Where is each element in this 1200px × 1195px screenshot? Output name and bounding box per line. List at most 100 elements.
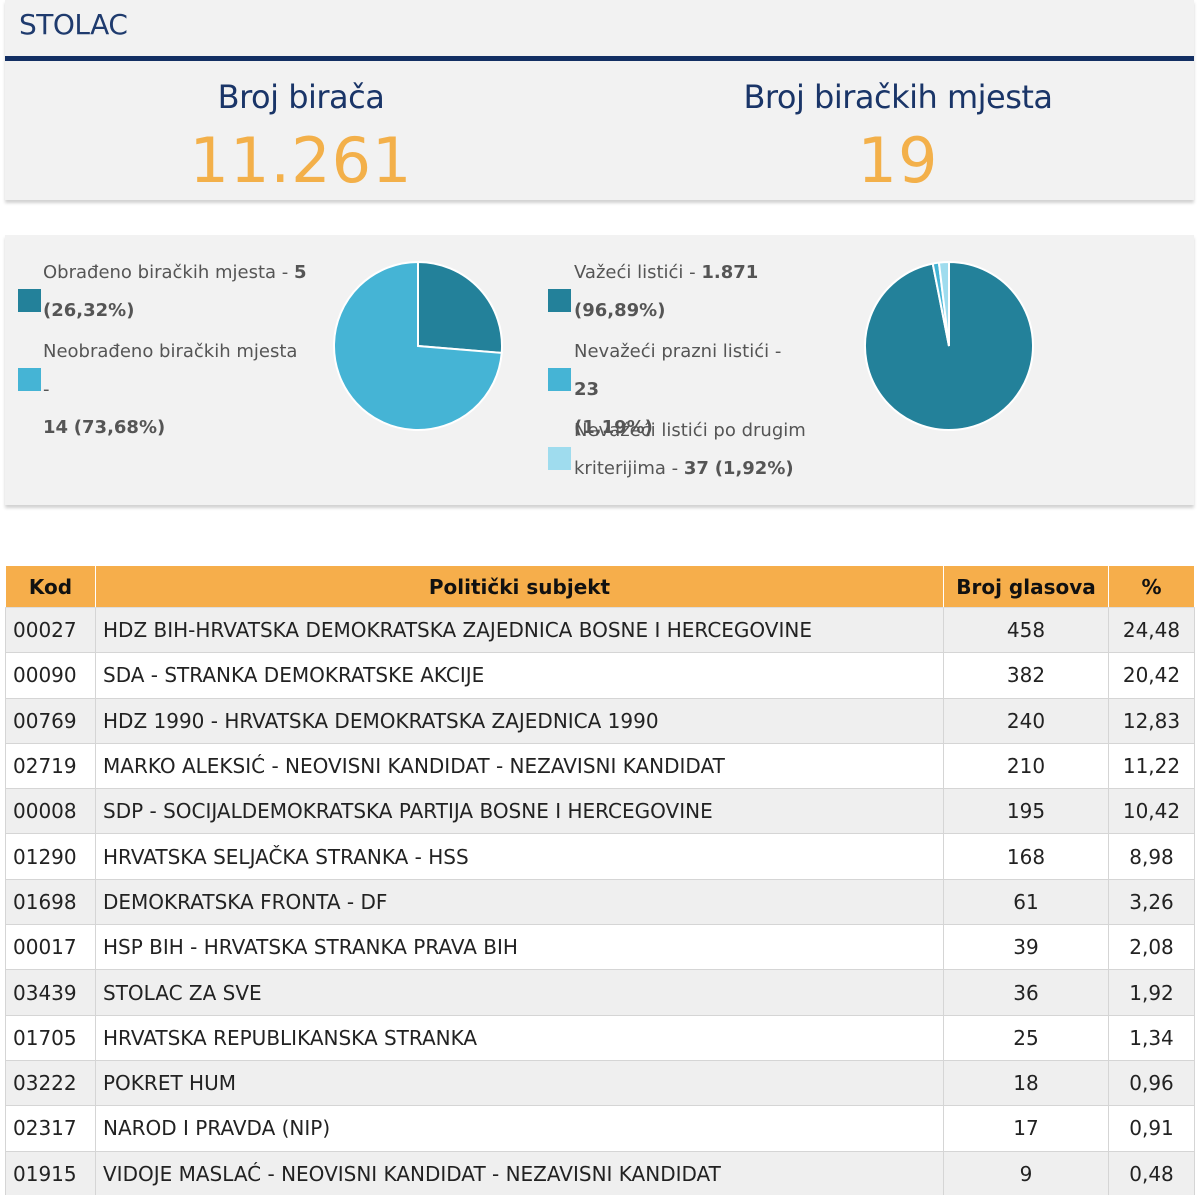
cell-votes: 210 [943, 742, 1109, 790]
legend-percent: (96,89%) [574, 300, 666, 321]
cell-party: NAROD I PRAVDA (NIP) [95, 1105, 944, 1152]
column-header-party[interactable]: Politički subjekt [95, 565, 944, 608]
table-row: 00769 HDZ 1990 - HRVATSKA DEMOKRATSKA ZAJ… [5, 697, 1195, 744]
cell-party: MARKO ALEKSIĆ - NEOVISNI KANDIDAT - NEZA… [95, 742, 944, 790]
cell-code: 00008 [5, 788, 96, 835]
cell-percent: 1,92 [1108, 969, 1195, 1016]
cell-percent: 3,26 [1108, 878, 1195, 926]
stations-value: 19 [857, 124, 939, 197]
cell-code: 00017 [5, 924, 96, 971]
cell-party: POKRET HUM [95, 1059, 944, 1107]
cell-percent: 1,34 [1108, 1014, 1195, 1061]
column-header-votes[interactable]: Broj glasova [943, 565, 1109, 608]
legend-label: Obrađeno biračkih mjesta [43, 262, 277, 283]
column-header-percent[interactable]: % [1108, 565, 1195, 608]
municipality-title: STOLAC [19, 8, 128, 41]
table-row: 02317 NAROD I PRAVDA (NIP) 17 0,91 [5, 1105, 1195, 1152]
stations-pie-slice-1[interactable] [333, 260, 503, 431]
legend-item-processed: Obrađeno biračkih mjesta - 5 (26,32%) [18, 262, 308, 330]
cell-party: HRVATSKA SELJAČKA STRANKA - HSS [95, 833, 944, 880]
title-divider [5, 56, 1194, 61]
voters-value: 11.261 [189, 124, 413, 197]
table-row: 00017 HSP BIH - HRVATSKA STRANKA PRAVA BI… [5, 924, 1195, 971]
cell-votes: 18 [943, 1059, 1109, 1107]
cell-percent: 12,83 [1108, 697, 1195, 744]
table-row: 01705 HRVATSKA REPUBLIKANSKA STRANKA 25 1,3… [5, 1014, 1195, 1061]
cell-votes: 168 [943, 833, 1109, 880]
cell-code: 01705 [5, 1014, 96, 1061]
legend-percent: (1,92%) [714, 458, 794, 479]
legend-percent: (73,68%) [73, 417, 166, 438]
cell-party: VIDOJE MASLAĆ - NEOVISNI KANDIDAT - NEZA… [95, 1150, 944, 1195]
cell-code: 01698 [5, 878, 96, 926]
ballots-pie-slice-2[interactable] [937, 260, 950, 347]
column-header-code[interactable]: Kod [5, 565, 96, 608]
cell-votes: 17 [943, 1105, 1109, 1152]
ballots-pie-chart [864, 260, 1034, 431]
table-row: 02719 MARKO ALEKSIĆ - NEOVISNI KANDIDAT -… [5, 742, 1195, 790]
table-row: 00027 HDZ BIH-HRVATSKA DEMOKRATSKA ZAJEDN… [5, 606, 1195, 654]
table-row: 01915 VIDOJE MASLAĆ - NEOVISNI KANDIDAT -… [5, 1150, 1195, 1195]
legend-label: Nevažeći listići po drugim kriterijima [574, 420, 806, 479]
cell-percent: 20,42 [1108, 652, 1195, 699]
legend-label: Nevažeći prazni listići [574, 341, 770, 362]
cell-party: SDP - SOCIJALDEMOKRATSKA PARTIJA BOSNE I… [95, 788, 944, 835]
table-row: 00090 SDA - STRANKA DEMOKRATSKE AKCIJE 382… [5, 652, 1195, 699]
legend-label: Neobrađeno biračkih mjesta [43, 341, 298, 362]
legend-swatch [18, 368, 41, 391]
table-row: 03439 STOLAC ZA SVE 36 1,92 [5, 969, 1195, 1016]
cell-votes: 382 [943, 652, 1109, 699]
cell-code: 03439 [5, 969, 96, 1016]
cell-party: HSP BIH - HRVATSKA STRANKA PRAVA BIH [95, 924, 944, 971]
cell-votes: 9 [943, 1150, 1109, 1195]
legend-swatch [548, 289, 571, 312]
legend-swatch [548, 447, 571, 470]
cell-percent: 8,98 [1108, 833, 1195, 880]
legend-percent: (26,32%) [43, 300, 135, 321]
cell-percent: 0,48 [1108, 1150, 1195, 1195]
cell-votes: 25 [943, 1014, 1109, 1061]
cell-code: 03222 [5, 1059, 96, 1107]
cell-percent: 0,96 [1108, 1059, 1195, 1107]
cell-votes: 240 [943, 697, 1109, 744]
table-row: 00008 SDP - SOCIJALDEMOKRATSKA PARTIJA BO… [5, 788, 1195, 835]
cell-votes: 39 [943, 924, 1109, 971]
cell-party: HDZ 1990 - HRVATSKA DEMOKRATSKA ZAJEDNIC… [95, 697, 944, 744]
cell-code: 01915 [5, 1150, 96, 1195]
cell-percent: 24,48 [1108, 606, 1195, 654]
cell-party: HDZ BIH-HRVATSKA DEMOKRATSKA ZAJEDNICA B… [95, 606, 944, 654]
legend-item-valid: Važeći listići - 1.871 (96,89%) [548, 262, 808, 330]
stations-pie-slice-0[interactable] [417, 260, 503, 355]
legend-value: 1.871 [701, 262, 759, 283]
table-row: 01698 DEMOKRATSKA FRONTA - DF 61 3,26 [5, 878, 1195, 926]
cell-code: 00769 [5, 697, 96, 744]
cell-code: 02317 [5, 1105, 96, 1152]
legend-value: 5 [294, 262, 307, 283]
cell-code: 00027 [5, 606, 96, 654]
stations-pie-chart [333, 260, 503, 431]
legend-percent: (1,19%) [574, 417, 653, 438]
cell-party: SDA - STRANKA DEMOKRATSKE AKCIJE [95, 652, 944, 699]
voters-label: Broj birača [217, 78, 385, 116]
legend-label: Važeći listići [574, 262, 684, 283]
table-row: 03222 POKRET HUM 18 0,96 [5, 1059, 1195, 1107]
cell-party: HRVATSKA REPUBLIKANSKA STRANKA [95, 1014, 944, 1061]
cell-votes: 195 [943, 788, 1109, 835]
cell-code: 02719 [5, 742, 96, 790]
table-header-row: Kod Politički subjekt Broj glasova % [5, 565, 1195, 608]
cell-votes: 36 [943, 969, 1109, 1016]
legend-item-blank: Nevažeći prazni listići - 23 (1,19%) [548, 341, 808, 447]
legend-item-unprocessed: Neobrađeno biračkih mjesta - 14 (73,68%) [18, 341, 308, 447]
legend-item-other-invalid: Nevažeći listići po drugim kriterijima -… [548, 420, 808, 488]
stations-label: Broj biračkih mjesta [743, 78, 1053, 116]
legend-value: 14 [43, 417, 69, 438]
stations-stat: Broj biračkih mjesta 19 [705, 78, 1091, 192]
cell-percent: 10,42 [1108, 788, 1195, 835]
cell-code: 00090 [5, 652, 96, 699]
cell-party: STOLAC ZA SVE [95, 969, 944, 1016]
cell-percent: 0,91 [1108, 1105, 1195, 1152]
results-table: Kod Politički subjekt Broj glasova % 000… [5, 565, 1195, 1195]
cell-votes: 458 [943, 606, 1109, 654]
legend-value: 23 [574, 379, 600, 400]
legend-swatch [548, 368, 571, 391]
